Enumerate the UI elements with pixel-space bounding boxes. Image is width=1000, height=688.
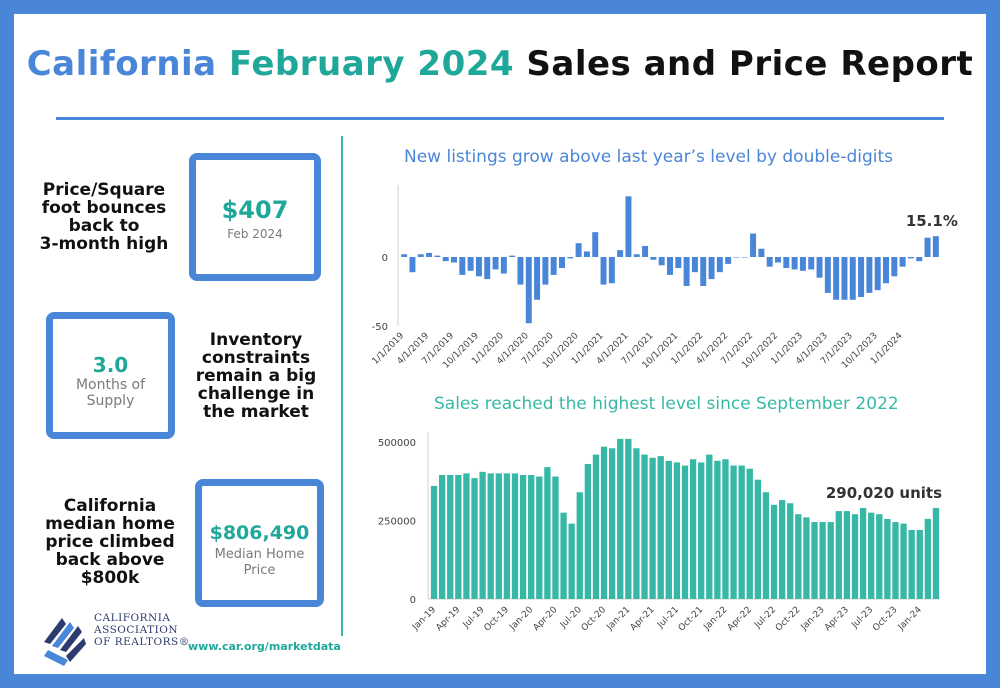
caption-line: Inventory	[209, 330, 303, 350]
price-stat-caption: Price/Square foot bounces back to 3-mont…	[38, 181, 170, 253]
price-stat-box: $407 Feb 2024	[189, 153, 321, 281]
price-period: Feb 2024	[227, 227, 283, 241]
title-divider	[56, 117, 944, 120]
caption-line: challenge in	[197, 384, 315, 404]
caption-line: the market	[203, 402, 309, 422]
supply-label-line: Months of	[75, 377, 146, 393]
supply-label-line: Supply	[86, 393, 135, 409]
caption-line: foot bounces	[41, 198, 167, 218]
median-stat-box: $806,490 Median Home Price	[195, 479, 324, 607]
car-logo-icon	[44, 618, 86, 666]
caption-line: 3-month high	[39, 234, 169, 254]
caption-line: back above	[55, 550, 165, 570]
caption-line: back to	[68, 216, 140, 236]
caption-line: $800k	[80, 568, 140, 588]
org-name: CALIFORNIA ASSOCIATION OF REALTORS®	[94, 612, 190, 648]
report-title: California February 2024 Sales and Price…	[0, 44, 1000, 84]
sales-chart-title: Sales reached the highest level since Se…	[434, 394, 899, 414]
listings-chart-title: New listings grow above last year’s leve…	[404, 147, 894, 167]
caption-line: price climbed	[45, 532, 175, 552]
caption-line: constraints	[201, 348, 311, 368]
price-value: $407	[221, 196, 289, 224]
supply-value: 3.0	[92, 353, 129, 377]
median-label-line: Price	[243, 563, 276, 578]
column-divider	[341, 136, 343, 636]
org-line: OF REALTORS®	[94, 636, 190, 648]
supply-stat-box: 3.0 Months of Supply	[46, 312, 175, 439]
caption-line: median home	[45, 514, 175, 534]
caption-line: California	[63, 496, 157, 516]
supply-stat-caption: Inventory constraints remain a big chall…	[190, 331, 322, 421]
median-label-line: Median Home	[214, 547, 305, 562]
org-line: ASSOCIATION	[94, 624, 179, 636]
caption-line: Price/Square	[42, 180, 166, 200]
title-state: California	[26, 44, 217, 84]
supply-label: Months of Supply	[53, 377, 168, 409]
median-value: $806,490	[209, 522, 310, 544]
median-label: Median Home Price	[202, 547, 317, 579]
org-line: CALIFORNIA	[94, 612, 171, 624]
title-period: February 2024	[228, 44, 515, 84]
title-report: Sales and Price Report	[526, 44, 974, 84]
median-stat-caption: California median home price climbed bac…	[44, 497, 176, 587]
caption-line: remain a big	[195, 366, 317, 386]
market-data-link[interactable]: www.car.org/marketdata	[188, 640, 341, 653]
